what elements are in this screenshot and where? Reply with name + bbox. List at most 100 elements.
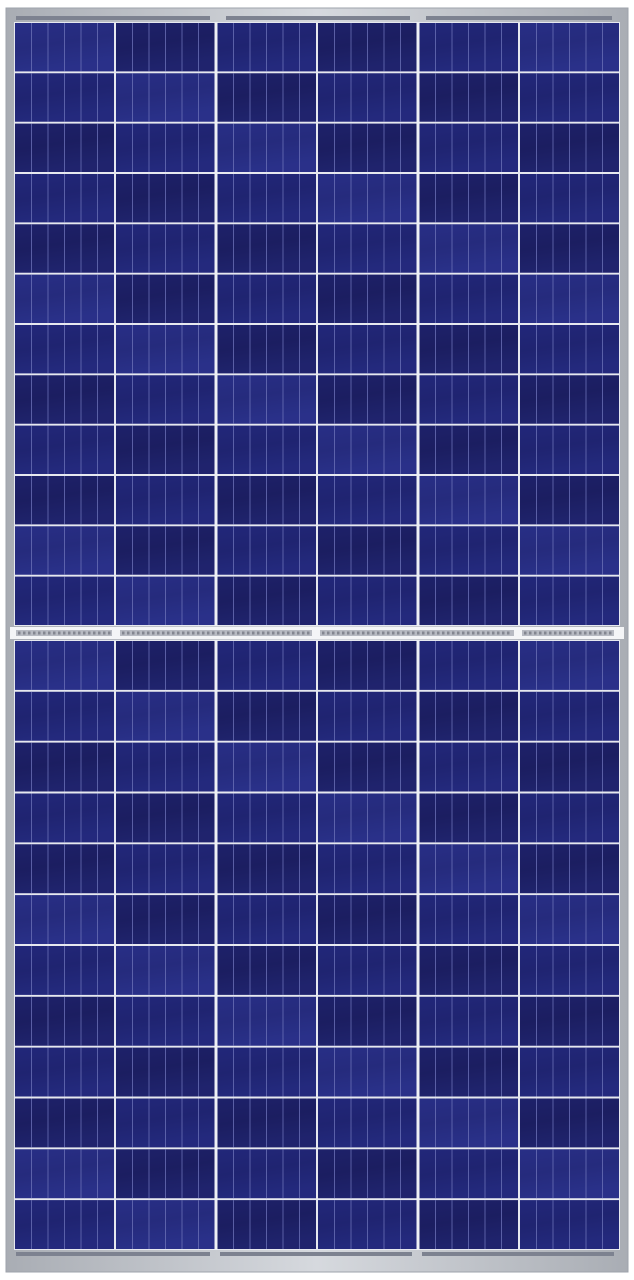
- bottom-half-cell: [116, 1149, 215, 1199]
- bottom-half-cell: [520, 1200, 619, 1249]
- bottom-half-cell: [15, 742, 114, 792]
- bottom-half-cell: [520, 1047, 619, 1097]
- bottom-half-cell: [318, 793, 417, 843]
- top-half-backing: [14, 22, 620, 626]
- top-half-cell: [116, 224, 215, 273]
- top-half-cell: [318, 224, 417, 273]
- bottom-half-cell: [419, 946, 518, 995]
- bottom-half-cell: [116, 691, 215, 741]
- top-half-cell: [520, 576, 619, 625]
- bottom-half-cell: [217, 1098, 316, 1148]
- top-half-cell: [520, 123, 619, 172]
- top-half-cell: [318, 174, 417, 223]
- top-half-cell: [318, 23, 417, 72]
- top-half-cell: [520, 375, 619, 424]
- bottom-half-cell: [116, 946, 215, 995]
- bottom-half-cell: [419, 1149, 518, 1199]
- bottom-half-cell: [217, 1149, 316, 1199]
- middle-busbar: [16, 630, 112, 636]
- top-half-cell: [116, 476, 215, 525]
- bottom-half-cell: [217, 895, 316, 944]
- bottom-half-cell: [15, 641, 114, 690]
- bottom-half-cell: [217, 844, 316, 894]
- top-half-cell: [15, 174, 114, 223]
- top-half: [14, 22, 620, 626]
- bottom-half-cell: [520, 946, 619, 995]
- bottom-half-cell: [419, 1200, 518, 1249]
- top-half-cell: [217, 123, 316, 172]
- bottom-half-cell: [116, 742, 215, 792]
- middle-busbar: [320, 630, 514, 636]
- bottom-half-cell: [116, 996, 215, 1046]
- top-edge-ribbons: [16, 16, 612, 20]
- bottom-half-cell: [15, 996, 114, 1046]
- bottom-half-cell: [318, 1047, 417, 1097]
- middle-junction-strip: [10, 627, 624, 639]
- top-half-cell: [520, 325, 619, 374]
- bottom-half-cell: [217, 641, 316, 690]
- bottom-half-cell: [520, 844, 619, 894]
- bottom-half-cell: [318, 946, 417, 995]
- bottom-half-cell: [217, 691, 316, 741]
- top-half-cell: [318, 425, 417, 474]
- bottom-half-cell: [15, 1098, 114, 1148]
- top-half-cell: [520, 425, 619, 474]
- top-half-cell: [217, 425, 316, 474]
- top-half-cell: [520, 23, 619, 72]
- bottom-half-cell: [217, 996, 316, 1046]
- bottom-half-cell: [318, 895, 417, 944]
- top-half-cell: [419, 123, 518, 172]
- top-half-cell: [15, 224, 114, 273]
- bottom-half-cell: [520, 793, 619, 843]
- top-half-cell: [15, 375, 114, 424]
- bottom-half-cell: [15, 793, 114, 843]
- bottom-half-cell: [520, 895, 619, 944]
- top-half-cell: [318, 325, 417, 374]
- top-ribbon: [16, 16, 210, 20]
- top-half-cell: [419, 23, 518, 72]
- bottom-half-backing: [14, 640, 620, 1250]
- bottom-half-cell: [15, 691, 114, 741]
- bottom-ribbon: [16, 1252, 210, 1256]
- top-half-cell: [15, 576, 114, 625]
- bottom-half-cell: [419, 895, 518, 944]
- top-half-cell: [419, 325, 518, 374]
- top-half-cell: [15, 325, 114, 374]
- bottom-half-cell: [318, 1098, 417, 1148]
- bottom-half-cell: [520, 996, 619, 1046]
- top-half-cell: [217, 476, 316, 525]
- bottom-half-cell: [520, 641, 619, 690]
- bottom-half-cell: [15, 895, 114, 944]
- bottom-half-cell: [116, 1047, 215, 1097]
- top-half-cell: [116, 73, 215, 122]
- top-half-cell: [419, 73, 518, 122]
- bottom-half-cell: [116, 793, 215, 843]
- top-half-cell: [15, 23, 114, 72]
- top-half-cell: [520, 274, 619, 323]
- bottom-half-cell: [217, 946, 316, 995]
- bottom-half-cell: [116, 641, 215, 690]
- middle-busbar: [120, 630, 312, 636]
- top-half-cell: [217, 174, 316, 223]
- top-half-cell: [15, 274, 114, 323]
- top-half-cell: [116, 425, 215, 474]
- bottom-half-cell: [116, 844, 215, 894]
- top-half-cell: [15, 526, 114, 575]
- top-half-cell: [419, 576, 518, 625]
- bottom-half-cell: [116, 1200, 215, 1249]
- top-half-cell: [419, 224, 518, 273]
- top-half-cell: [318, 476, 417, 525]
- top-half-cell: [217, 375, 316, 424]
- bottom-half-cell: [419, 641, 518, 690]
- top-half-cell: [318, 123, 417, 172]
- bottom-half-cell: [217, 793, 316, 843]
- bottom-half-string-gap: [214, 640, 218, 1250]
- top-half-cell: [419, 476, 518, 525]
- top-half-cell: [116, 576, 215, 625]
- top-half-cell: [217, 325, 316, 374]
- top-half-cell: [419, 274, 518, 323]
- top-half-cell: [116, 274, 215, 323]
- bottom-half-cell: [318, 641, 417, 690]
- top-half-cell: [318, 375, 417, 424]
- top-half-cell: [520, 174, 619, 223]
